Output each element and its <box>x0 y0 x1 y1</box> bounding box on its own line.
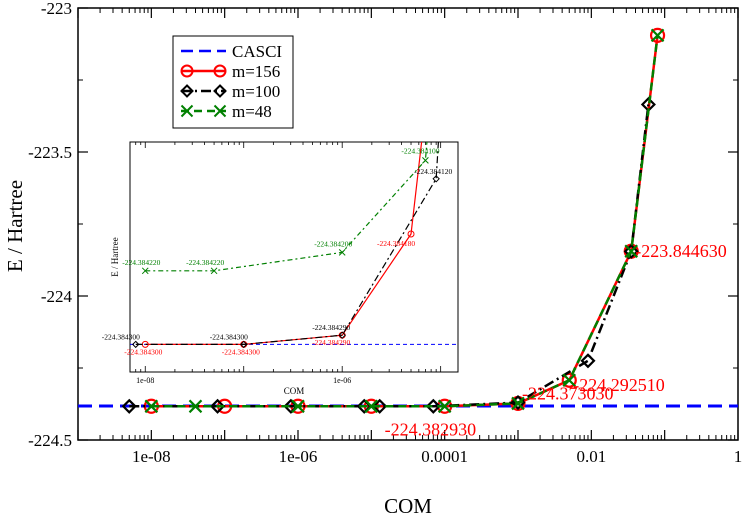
data-label: -224.292510 <box>573 375 665 395</box>
inset-data-point-m-100 <box>338 331 346 339</box>
inset-data-label: -224.384300 <box>222 347 260 356</box>
x-axis-label: COM <box>384 494 432 516</box>
data-point-m-100 <box>580 353 596 369</box>
data-point-m-100 <box>623 243 639 259</box>
y-tick-label: -223.5 <box>28 143 72 162</box>
inset-data-point-m-156 <box>407 230 415 238</box>
data-point-m-48 <box>511 396 525 411</box>
data-label: -224.382930 <box>385 419 477 439</box>
data-point-m-48 <box>624 244 639 259</box>
inset-series-group <box>130 142 458 349</box>
inset-data-label: -224.384120 <box>414 167 452 176</box>
y-tick-label: -224 <box>41 287 73 306</box>
x-tick-label: 1 <box>734 447 743 466</box>
inset-data-label: -224.384300 <box>102 332 140 341</box>
inset-data-label: -224.384100 <box>401 146 439 155</box>
legend-label: CASCI <box>232 42 282 61</box>
data-point-m-100 <box>372 398 388 414</box>
data-point-m-48 <box>364 399 379 414</box>
inset-y-axis-label: E / Hartree <box>110 237 120 276</box>
inset-data-point-m-100 <box>432 175 440 183</box>
legend-marker <box>180 84 194 98</box>
inset-x-tick-label: 1e-08 <box>136 376 154 385</box>
inset-x-tick-label: 1e-06 <box>333 376 351 385</box>
data-point-m-48 <box>144 399 159 414</box>
legend-marker <box>180 64 194 78</box>
data-point-m-156 <box>561 372 577 388</box>
legend-marker <box>213 64 227 78</box>
data-point-m-48 <box>562 373 577 388</box>
legend-label: m=100 <box>232 82 280 101</box>
inset-data-point-m-100 <box>132 340 140 349</box>
x-tick-label: 1e-08 <box>132 447 171 466</box>
data-point-m-48 <box>188 399 203 414</box>
inset-data-label: -224.384290 <box>312 323 350 332</box>
legend-marker <box>213 84 227 98</box>
legend-label: m=48 <box>232 102 272 121</box>
inset-plot-area <box>129 141 459 373</box>
inset-data-label: -224.384220 <box>122 258 160 267</box>
inset-x-axis-label: COM <box>284 386 305 396</box>
legend-label: m=156 <box>232 62 280 81</box>
data-point-m-100 <box>425 398 441 414</box>
data-point-m-100 <box>121 398 137 414</box>
inset-data-label: -224.384180 <box>377 239 415 248</box>
inset-data-label: -224.384300 <box>210 332 248 341</box>
data-point-m-100 <box>210 398 226 414</box>
data-point-m-156 <box>649 27 666 43</box>
inset-data-point-m-48 <box>141 267 149 275</box>
y-axis-label: E / Hartree <box>3 180 27 272</box>
x-tick-label: 0.0001 <box>421 447 468 466</box>
inset-series-line-m-100 <box>135 142 439 345</box>
data-point-m-48 <box>291 399 305 414</box>
series-line-m-100 <box>129 104 650 408</box>
legend-marker <box>180 104 194 118</box>
x-tick-label: 0.01 <box>576 447 606 466</box>
y-tick-label: -223 <box>41 0 72 18</box>
inset-data-label: -224.384220 <box>186 258 224 267</box>
inset-data-point-m-48 <box>210 267 218 275</box>
inset-data-point-m-100 <box>240 340 248 349</box>
inset-data-label: -224.384290 <box>312 338 350 347</box>
data-point-m-48 <box>650 28 665 43</box>
inset-data-point-m-48 <box>338 249 346 256</box>
data-label: -224.373030 <box>522 383 614 403</box>
data-point-m-48 <box>437 399 452 414</box>
inset-data-label: -224.384200 <box>314 239 352 248</box>
legend-marker <box>213 104 227 118</box>
series-markers-m-48 <box>144 28 665 414</box>
x-tick-label: 1e-06 <box>279 447 318 466</box>
y-tick-label: -224.5 <box>28 431 72 450</box>
data-label: -223.844630 <box>635 241 727 261</box>
inset-data-point-m-48 <box>422 157 429 164</box>
inset-data-label: -224.384300 <box>124 347 162 356</box>
